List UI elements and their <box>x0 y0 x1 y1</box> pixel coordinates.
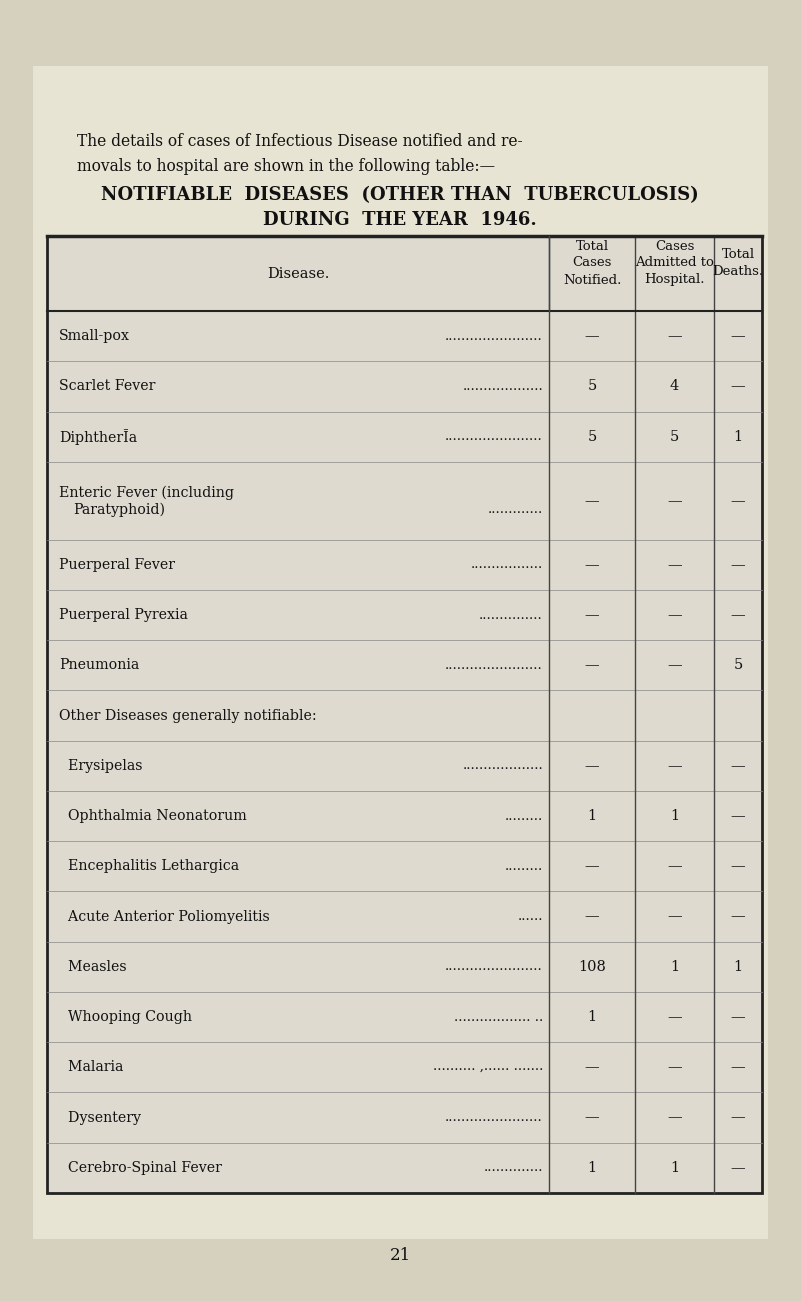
Text: Total
Deaths.: Total Deaths. <box>712 248 763 278</box>
Text: Encephalitis Lethargica: Encephalitis Lethargica <box>59 860 239 873</box>
Text: .......................: ....................... <box>445 431 543 444</box>
Text: —: — <box>667 909 682 924</box>
Text: Pneumonia: Pneumonia <box>59 658 139 673</box>
Text: —: — <box>731 1010 745 1024</box>
Text: —: — <box>667 758 682 773</box>
Text: —: — <box>731 493 745 507</box>
Text: NOTIFIABLE  DISEASES  (OTHER THAN  TUBERCULOSIS): NOTIFIABLE DISEASES (OTHER THAN TUBERCUL… <box>101 186 699 204</box>
Text: 1: 1 <box>734 429 743 444</box>
Text: —: — <box>667 1010 682 1024</box>
Text: 1: 1 <box>670 1160 679 1175</box>
Text: .......................: ....................... <box>445 329 543 342</box>
Text: —: — <box>731 909 745 924</box>
Text: Enteric Fever (including: Enteric Fever (including <box>59 485 234 500</box>
Text: Ophthalmia Neonatorum: Ophthalmia Neonatorum <box>59 809 247 824</box>
Text: Paratyphoid): Paratyphoid) <box>73 502 165 516</box>
Text: 1: 1 <box>734 960 743 974</box>
Text: —: — <box>731 1160 745 1175</box>
Text: ...................: ................... <box>462 380 543 393</box>
Text: —: — <box>731 809 745 824</box>
Text: Erysipelas: Erysipelas <box>59 758 143 773</box>
Text: 1: 1 <box>670 960 679 974</box>
Text: —: — <box>585 909 599 924</box>
Text: —: — <box>731 1111 745 1124</box>
Text: 1: 1 <box>587 1010 597 1024</box>
Text: 5: 5 <box>587 380 597 393</box>
Text: .......................: ....................... <box>445 658 543 671</box>
Text: 4: 4 <box>670 380 679 393</box>
Text: —: — <box>731 329 745 343</box>
Text: Total
Cases
Notified.: Total Cases Notified. <box>563 239 622 286</box>
Text: —: — <box>585 493 599 507</box>
Text: Puerperal Fever: Puerperal Fever <box>59 558 175 572</box>
Text: —: — <box>731 558 745 572</box>
Text: Cerebro-Spinal Fever: Cerebro-Spinal Fever <box>59 1160 222 1175</box>
Text: Measles: Measles <box>59 960 127 974</box>
Text: Disease.: Disease. <box>267 267 329 281</box>
Text: .......................: ....................... <box>445 960 543 973</box>
Text: .................: ................. <box>471 558 543 571</box>
Text: Acute Anterior Poliomyelitis: Acute Anterior Poliomyelitis <box>59 909 270 924</box>
Text: —: — <box>667 658 682 673</box>
Text: Malaria: Malaria <box>59 1060 123 1075</box>
Text: .................. ..: .................. .. <box>453 1011 543 1024</box>
Text: Puerperal Pyrexia: Puerperal Pyrexia <box>59 608 188 622</box>
Text: .............: ............. <box>488 503 543 516</box>
Text: —: — <box>731 608 745 622</box>
Text: —: — <box>667 558 682 572</box>
Text: ......: ...... <box>517 911 543 924</box>
Text: ...............: ............... <box>479 609 543 622</box>
Text: 1: 1 <box>670 809 679 824</box>
Text: movals to hospital are shown in the following table:—: movals to hospital are shown in the foll… <box>77 157 495 176</box>
Text: —: — <box>585 608 599 622</box>
Text: DURING  THE YEAR  1946.: DURING THE YEAR 1946. <box>263 211 537 229</box>
Text: —: — <box>585 860 599 873</box>
Text: Small-pox: Small-pox <box>59 329 130 343</box>
Text: 5: 5 <box>587 429 597 444</box>
Text: 1: 1 <box>587 809 597 824</box>
Text: ..............: .............. <box>484 1162 543 1175</box>
Text: —: — <box>667 1060 682 1075</box>
Text: .......................: ....................... <box>445 1111 543 1124</box>
Text: ...................: ................... <box>462 760 543 773</box>
Text: —: — <box>585 758 599 773</box>
Text: —: — <box>667 329 682 343</box>
Text: 21: 21 <box>389 1248 411 1265</box>
Text: 108: 108 <box>578 960 606 974</box>
FancyBboxPatch shape <box>47 235 762 1193</box>
Text: —: — <box>585 558 599 572</box>
Text: The details of cases of Infectious Disease notified and re-: The details of cases of Infectious Disea… <box>77 133 522 150</box>
Text: DiphtherĪa: DiphtherĪa <box>59 429 137 445</box>
Text: .......... ,...... .......: .......... ,...... ....... <box>433 1060 543 1073</box>
Text: .........: ......... <box>505 860 543 873</box>
Text: .........: ......... <box>505 809 543 822</box>
Text: —: — <box>667 493 682 507</box>
Text: —: — <box>667 608 682 622</box>
Text: —: — <box>667 860 682 873</box>
Text: 1: 1 <box>587 1160 597 1175</box>
Text: Scarlet Fever: Scarlet Fever <box>59 380 155 393</box>
Text: 5: 5 <box>734 658 743 673</box>
Text: —: — <box>731 860 745 873</box>
Text: —: — <box>731 758 745 773</box>
Text: —: — <box>585 1060 599 1075</box>
Text: Whooping Cough: Whooping Cough <box>59 1010 192 1024</box>
Text: —: — <box>731 1060 745 1075</box>
Text: Other Diseases generally notifiable:: Other Diseases generally notifiable: <box>59 709 316 722</box>
Text: —: — <box>585 329 599 343</box>
Text: —: — <box>731 380 745 393</box>
Text: Cases
Admitted to
Hospital.: Cases Admitted to Hospital. <box>635 239 714 286</box>
FancyBboxPatch shape <box>33 66 768 1239</box>
Text: —: — <box>667 1111 682 1124</box>
Text: —: — <box>585 1111 599 1124</box>
Text: Dysentery: Dysentery <box>59 1111 141 1124</box>
Text: 5: 5 <box>670 429 679 444</box>
Text: —: — <box>585 658 599 673</box>
